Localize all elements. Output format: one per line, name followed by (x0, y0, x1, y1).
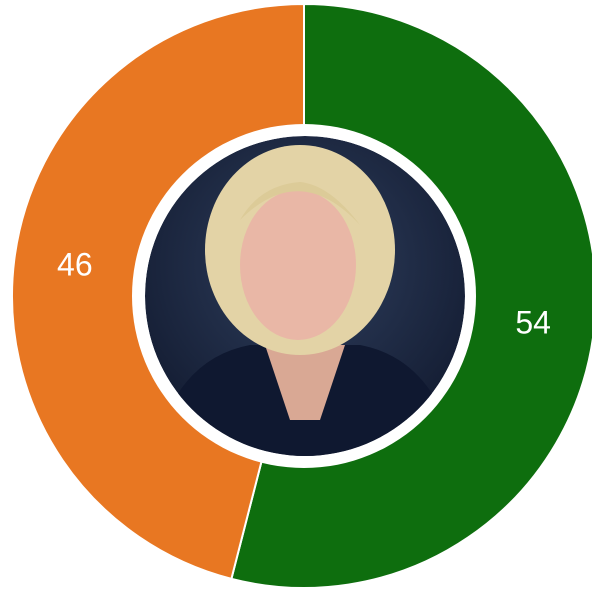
data-label: 46 (57, 247, 93, 283)
photo-face (240, 190, 356, 340)
photo-fringe (240, 182, 360, 225)
photo-neck (265, 345, 345, 420)
data-label: 54 (515, 304, 551, 340)
labels: 54 46 (57, 247, 551, 341)
